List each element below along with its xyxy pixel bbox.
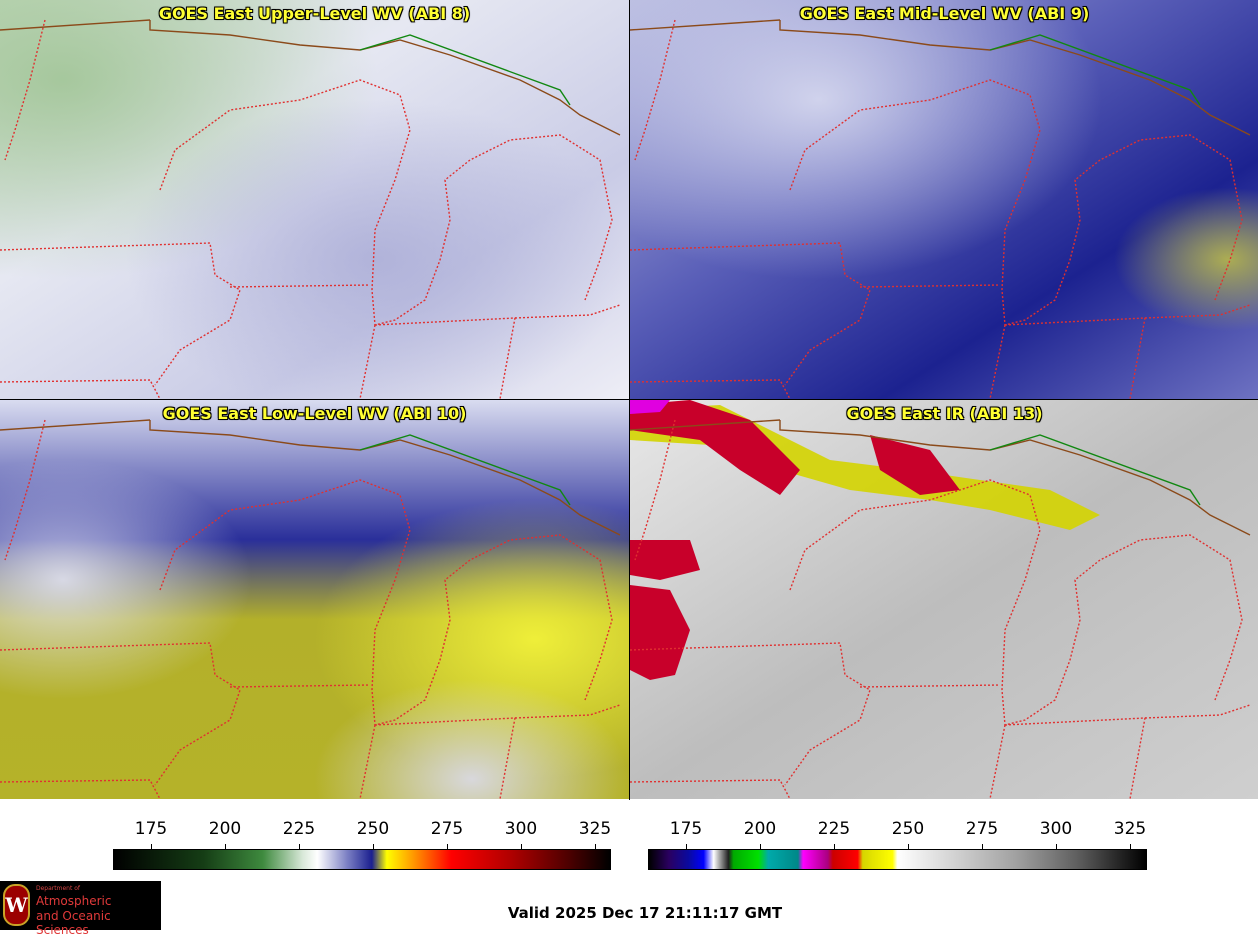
map-boundary-line bbox=[630, 379, 791, 399]
wv-tick-label: 300 bbox=[504, 819, 538, 839]
map-boundary-line bbox=[634, 19, 676, 161]
map-boundary-line bbox=[4, 419, 46, 561]
panel-divider-horizontal bbox=[0, 399, 1258, 400]
panel-title: GOES East IR (ABI 13) bbox=[846, 404, 1043, 423]
ir-tick-label: 250 bbox=[891, 819, 925, 839]
uw-seal-icon: W bbox=[3, 884, 30, 926]
wv-tick-label: 275 bbox=[430, 819, 464, 839]
wv-tick-mark bbox=[521, 844, 522, 849]
map-boundary-line bbox=[229, 684, 371, 688]
ir-tick-mark bbox=[834, 844, 835, 849]
ir-tick-mark bbox=[1056, 844, 1057, 849]
ir-image bbox=[630, 400, 1258, 799]
ir-tick-label: 200 bbox=[743, 819, 777, 839]
map-boundary-line bbox=[359, 724, 376, 799]
map-boundary-line bbox=[0, 379, 161, 399]
map-boundary-line bbox=[159, 79, 613, 326]
aos-logo: W Department of Atmospheric and Oceanic … bbox=[0, 881, 161, 937]
map-boundary-line bbox=[630, 642, 871, 786]
panel-upper-level-wv: GOES East Upper-Level WV (ABI 8) bbox=[0, 0, 629, 399]
map-boundary-line bbox=[514, 704, 621, 719]
wv-tick-mark bbox=[299, 844, 300, 849]
ir-tick-label: 325 bbox=[1113, 819, 1147, 839]
map-boundary-line bbox=[514, 304, 621, 319]
wv-tick-label: 325 bbox=[578, 819, 612, 839]
map-boundary-line bbox=[4, 19, 46, 161]
logo-atmospheric-text: Atmospheric bbox=[36, 894, 112, 908]
ir-tick-label: 225 bbox=[817, 819, 851, 839]
wv-tick-mark bbox=[595, 844, 596, 849]
upper-level-wv-image bbox=[0, 0, 629, 399]
wv-tick-label: 225 bbox=[282, 819, 316, 839]
ir-tick-mark bbox=[982, 844, 983, 849]
map-boundary-line bbox=[1144, 704, 1251, 719]
map-boundary-line bbox=[0, 242, 241, 386]
map-boundary-line bbox=[0, 19, 151, 31]
panel-mid-level-wv: GOES East Mid-Level WV (ABI 9) bbox=[630, 0, 1258, 399]
ir-tick-mark bbox=[686, 844, 687, 849]
map-boundary-line bbox=[1144, 304, 1251, 319]
map-boundary-line bbox=[149, 420, 621, 536]
map-boundary-line bbox=[229, 284, 371, 288]
map-boundary-line bbox=[159, 479, 613, 726]
panel-title: GOES East Upper-Level WV (ABI 8) bbox=[158, 4, 471, 23]
wv-tick-label: 200 bbox=[208, 819, 242, 839]
map-boundary-line bbox=[859, 284, 1001, 288]
ir-colorbar bbox=[648, 849, 1147, 870]
wv-tick-mark bbox=[225, 844, 226, 849]
map-boundary-line bbox=[149, 20, 621, 136]
panel-divider-vertical bbox=[629, 0, 630, 800]
map-boundary-line bbox=[359, 34, 571, 106]
ir-tick-label: 175 bbox=[669, 819, 703, 839]
map-boundary-line bbox=[789, 479, 1243, 726]
map-boundary-line bbox=[0, 642, 241, 786]
map-boundary-line bbox=[989, 324, 1006, 399]
map-boundary-line bbox=[989, 434, 1201, 506]
wv-tick-label: 175 bbox=[134, 819, 168, 839]
map-boundary-line bbox=[359, 434, 571, 506]
wv-tick-mark bbox=[373, 844, 374, 849]
logo-department-text: Department of bbox=[36, 885, 80, 892]
panel-low-level-wv: GOES East Low-Level WV (ABI 10) bbox=[0, 400, 629, 799]
ir-tick-mark bbox=[1130, 844, 1131, 849]
map-boundary-line bbox=[779, 420, 1251, 536]
ir-tick-label: 275 bbox=[965, 819, 999, 839]
ir-tick-mark bbox=[908, 844, 909, 849]
valid-time: Valid 2025 Dec 17 21:11:17 GMT bbox=[507, 904, 783, 922]
map-boundary-line bbox=[989, 724, 1006, 799]
map-boundary-line bbox=[779, 20, 1251, 136]
wv-tick-mark bbox=[447, 844, 448, 849]
panel-ir: GOES East IR (ABI 13) bbox=[630, 400, 1258, 799]
panel-title: GOES East Mid-Level WV (ABI 9) bbox=[799, 4, 1090, 23]
mid-level-wv-image bbox=[630, 0, 1258, 399]
wv-colorbar bbox=[113, 849, 611, 870]
map-boundary-line bbox=[634, 419, 676, 561]
panel-title: GOES East Low-Level WV (ABI 10) bbox=[162, 404, 467, 423]
map-boundary-line bbox=[989, 34, 1201, 106]
ir-tick-mark bbox=[760, 844, 761, 849]
map-boundary-line bbox=[630, 779, 791, 799]
map-boundary-line bbox=[359, 324, 376, 399]
ir-tick-label: 300 bbox=[1039, 819, 1073, 839]
map-boundary-line bbox=[630, 242, 871, 386]
map-boundary-line bbox=[859, 684, 1001, 688]
map-boundary-line bbox=[0, 779, 161, 799]
low-level-wv-image bbox=[0, 400, 629, 799]
map-boundary-line bbox=[630, 19, 781, 31]
wv-tick-label: 250 bbox=[356, 819, 390, 839]
map-boundary-line bbox=[630, 419, 781, 431]
map-boundary-line bbox=[789, 79, 1243, 326]
wv-tick-mark bbox=[151, 844, 152, 849]
map-boundary-line bbox=[0, 419, 151, 431]
